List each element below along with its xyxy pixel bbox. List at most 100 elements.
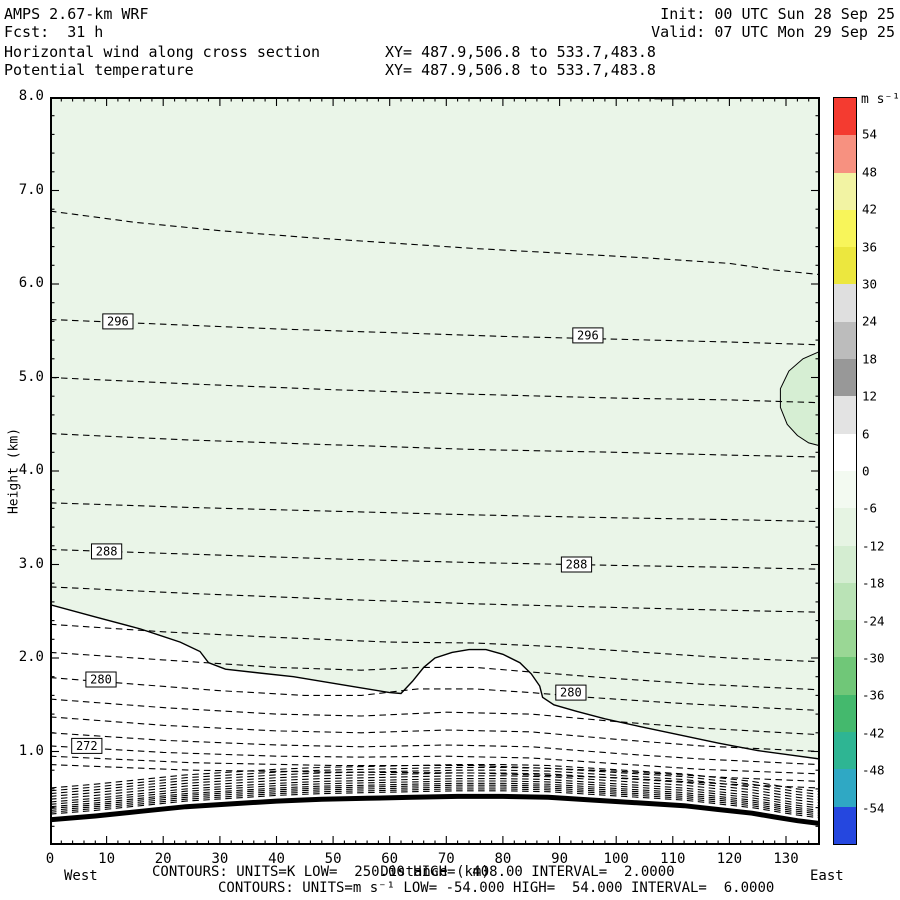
colorbar-segment xyxy=(834,321,856,360)
theta-contour-near-surface xyxy=(49,788,821,817)
theta-label-280: 280 xyxy=(555,684,587,701)
theta-label-288: 288 xyxy=(91,543,123,560)
colorbar-tick-label: -30 xyxy=(862,650,885,666)
init-time: Init: 00 UTC Sun 28 Sep 25 xyxy=(660,5,895,23)
colorbar-tick-label: 54 xyxy=(862,126,878,142)
colorbar-segment xyxy=(834,470,856,509)
west-label: West xyxy=(64,868,98,884)
field-2-xy: XY= 487.9,506.8 to 533.7,483.8 xyxy=(385,61,656,79)
east-label: East xyxy=(810,868,844,884)
svg-text:280: 280 xyxy=(90,673,112,687)
y-tick-label: 1.0 xyxy=(18,742,44,759)
theta-label-296: 296 xyxy=(572,327,604,344)
field-2-name: Potential temperature xyxy=(4,61,194,79)
colorbar-tick-label: -6 xyxy=(862,500,878,516)
svg-text:272: 272 xyxy=(76,739,98,753)
theta-contour-near-surface xyxy=(49,772,821,801)
theta-contour-272 xyxy=(49,745,821,775)
colorbar-segment xyxy=(834,508,856,546)
svg-text:296: 296 xyxy=(577,328,599,342)
theta-contour-near-surface xyxy=(49,775,821,804)
colorbar-segment xyxy=(834,172,856,210)
theta-label-280: 280 xyxy=(85,671,117,688)
model-title: AMPS 2.67-km WRF xyxy=(4,5,149,23)
colorbar-segment xyxy=(834,284,856,322)
colorbar-units-label: m s⁻¹ xyxy=(861,92,900,107)
theta-contour-276 xyxy=(49,716,821,753)
colorbar-tick-label: 6 xyxy=(862,426,870,442)
colorbar-segment xyxy=(834,806,856,844)
colorbar-tick-label: 42 xyxy=(862,201,878,217)
colorbar-segment xyxy=(834,582,856,621)
theta-label-272: 272 xyxy=(71,737,103,754)
theta-contour-280 xyxy=(49,677,821,711)
wind-contour-info: CONTOURS: UNITS=m s⁻¹ LOW= -54.000 HIGH=… xyxy=(218,880,775,896)
theta-contour-284 xyxy=(49,623,821,663)
colorbar-tick-label: 30 xyxy=(862,276,878,292)
theta-label-296: 296 xyxy=(102,313,134,330)
theta-contour-282 xyxy=(49,651,821,691)
colorbar-segment xyxy=(834,209,856,248)
colorbar-segment xyxy=(834,732,856,770)
x-axis-title: Distance (km) xyxy=(380,864,490,880)
colorbar-tick-label: -36 xyxy=(862,687,885,703)
field-1-name: Horizontal wind along cross section xyxy=(4,43,321,61)
colorbar-segment xyxy=(834,359,856,397)
theta-contour-near-surface xyxy=(49,782,821,811)
colorbar-segment xyxy=(834,769,856,807)
y-tick-label: 3.0 xyxy=(18,555,44,572)
y-axis-title: Height (km) xyxy=(6,427,22,515)
theta-contour-298 xyxy=(49,210,821,276)
colorbar-tick-label: 36 xyxy=(862,239,878,255)
x-tick-label: 120 xyxy=(716,851,743,867)
colorbar-tick-label: -24 xyxy=(862,613,885,629)
x-tick-label: 10 xyxy=(98,851,116,867)
field-1-xy: XY= 487.9,506.8 to 533.7,483.8 xyxy=(385,43,656,61)
x-tick-label: 0 xyxy=(45,851,55,867)
theta-contour-near-surface xyxy=(49,778,821,807)
colorbar-tick-label: 18 xyxy=(862,351,878,367)
contour-canvas: 296296288288280280272300 xyxy=(49,83,821,846)
valid-time: Valid: 07 UTC Mon 29 Sep 25 xyxy=(651,23,895,41)
colorbar-tick-label: -12 xyxy=(862,538,885,554)
colorbar-tick-label: 12 xyxy=(862,388,878,404)
terrain-mask xyxy=(50,796,820,845)
colorbar-segment xyxy=(834,98,856,136)
colorbar-tick-label: 24 xyxy=(862,313,878,329)
forecast-hour: Fcst: 31 h xyxy=(4,23,104,41)
colorbar-tick-label: 0 xyxy=(862,463,870,479)
y-tick-label: 5.0 xyxy=(18,368,44,385)
svg-text:288: 288 xyxy=(566,558,588,572)
colorbar-tick-labels: 54 48 42 36 30 24 18 12 6 0 -6 -12 -18 -24 -30 -36 -42 -4… xyxy=(862,97,898,847)
x-tick-label: 130 xyxy=(773,851,799,867)
theta-contour-296 xyxy=(49,318,821,346)
colorbar-segment xyxy=(834,135,856,173)
svg-text:280: 280 xyxy=(560,686,582,700)
theta-contour-274 xyxy=(49,732,821,766)
y-tick-label: 6.0 xyxy=(18,275,44,291)
y-tick-label: 2.0 xyxy=(18,649,44,665)
theta-contour-near-surface xyxy=(49,766,821,796)
colorbar-segment xyxy=(834,433,856,471)
theta-contour-near-surface xyxy=(49,764,821,793)
plot-frame xyxy=(50,97,820,845)
colorbar-segment xyxy=(834,247,856,285)
colorbar-tick-label: -48 xyxy=(862,762,885,778)
colorbar-segment xyxy=(834,545,856,583)
y-tick-label: 7.0 xyxy=(18,181,44,198)
theta-contour-near-surface xyxy=(49,784,821,813)
colorbar-tick-label: 48 xyxy=(862,164,878,180)
y-tick-label: 8.0 xyxy=(18,88,44,104)
theta-contour-info: CONTOURS: UNITS=K LOW= 250.00 HIGH= 408.… xyxy=(152,864,675,880)
wind-solid-contour xyxy=(49,604,821,760)
theta-contour-278 xyxy=(49,698,821,736)
wind-shading-patch xyxy=(779,350,821,447)
cross-section-plot: 296296288288280280272300 xyxy=(49,83,821,846)
svg-text:296: 296 xyxy=(107,314,129,328)
theta-contour-near-surface xyxy=(49,780,821,809)
colorbar-segment xyxy=(834,694,856,733)
colorbar xyxy=(833,97,857,845)
colorbar-tick-label: -42 xyxy=(862,725,885,741)
colorbar-segment xyxy=(834,620,856,658)
